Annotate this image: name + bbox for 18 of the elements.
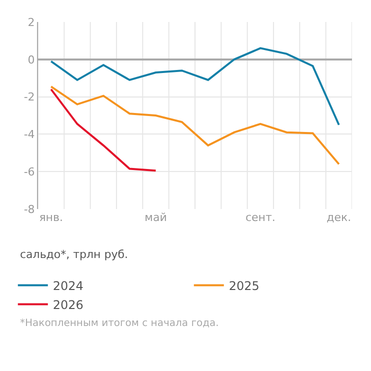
y-axis-title: сальдо*, трлн руб.	[20, 248, 128, 261]
y-tick-label: -4	[24, 128, 35, 142]
x-tick-label: дек.	[326, 211, 352, 224]
y-tick-label: 2	[28, 16, 35, 29]
line-series	[50, 86, 340, 166]
y-tick-label: 0	[28, 53, 35, 66]
y-tick-label: -6	[24, 165, 35, 178]
line-series	[50, 47, 340, 126]
y-tick-label: -8	[24, 202, 35, 216]
legend-label: 2025	[228, 278, 260, 293]
line-series	[50, 88, 157, 172]
x-tick-label: сент.	[245, 211, 276, 224]
x-tick-label: май	[144, 211, 167, 224]
legend-label: 2024	[52, 278, 84, 293]
x-tick-label: янв.	[39, 211, 63, 224]
legend-label: 2026	[52, 298, 84, 312]
text: *Накопленным итогом с начала года.	[20, 318, 219, 329]
y-tick-label: -2	[24, 90, 35, 104]
